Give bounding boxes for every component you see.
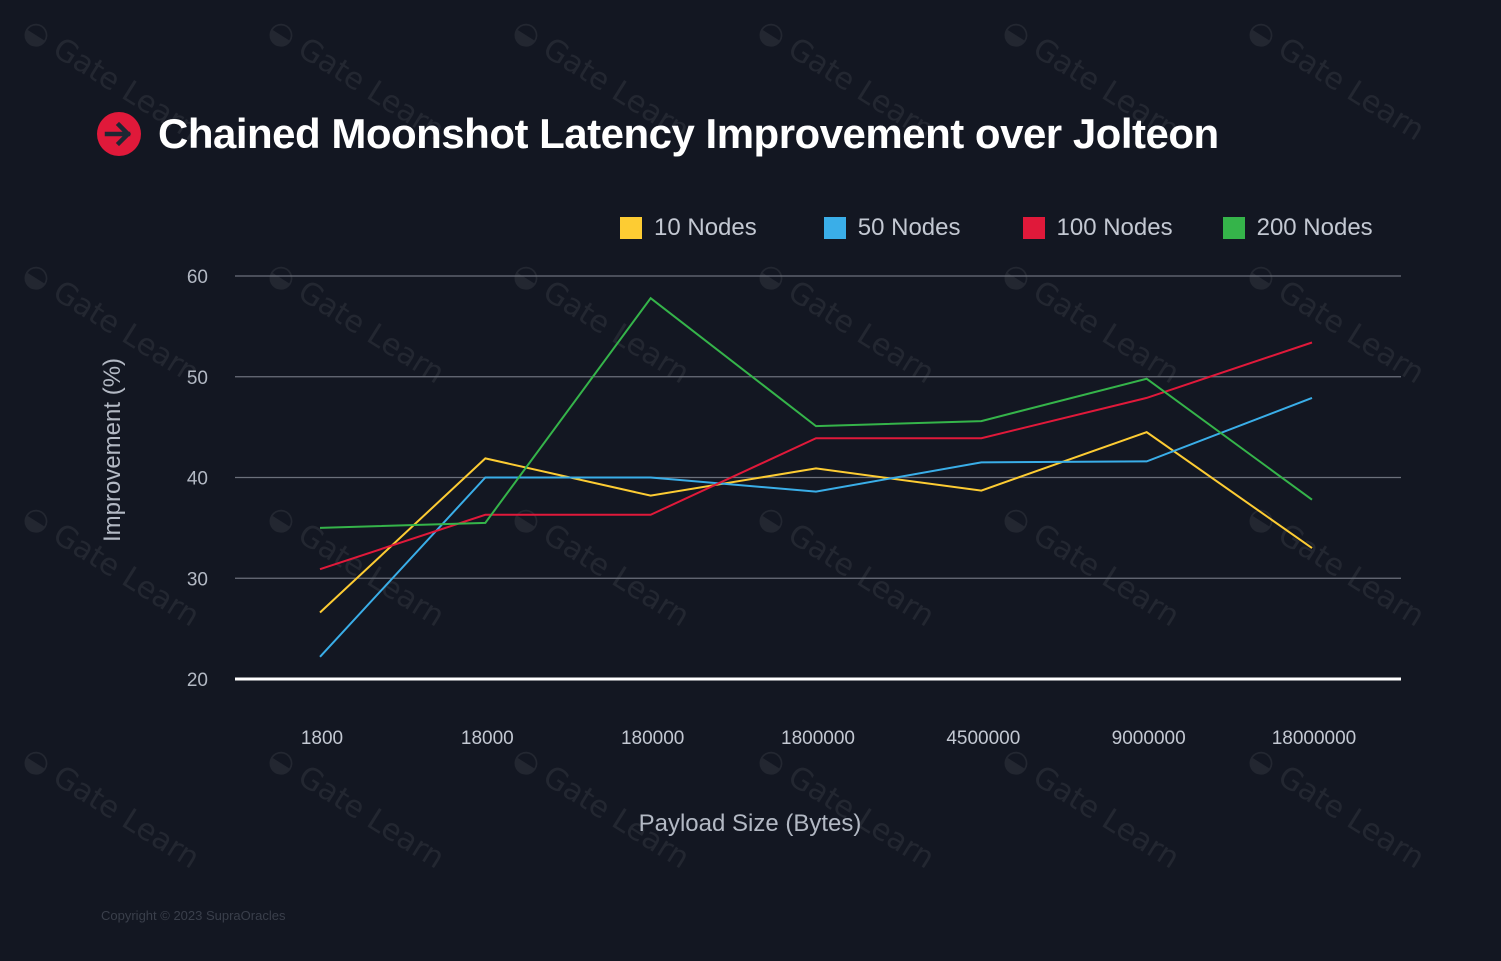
x-axis-label: Payload Size (Bytes) (639, 810, 862, 837)
y-tick-label: 40 (187, 469, 208, 490)
legend-item: 200 Nodes (1222, 214, 1373, 242)
x-tick-label: 1800 (301, 728, 343, 749)
legend-swatch (1222, 217, 1245, 239)
series-line-100-nodes (319, 341, 1313, 571)
legend-swatch (620, 217, 642, 239)
y-tick-label: 20 (187, 670, 208, 691)
arrow-right-circle-icon (97, 112, 141, 156)
x-tick-label: 18000 (461, 728, 514, 749)
chart-header: Chained Moonshot Latency Improvement ove… (97, 110, 1219, 158)
legend-swatch (1022, 217, 1045, 239)
x-tick-label: 9000000 (1112, 728, 1186, 749)
legend-label: 10 Nodes (654, 214, 757, 241)
y-tick-label: 30 (187, 569, 208, 590)
legend-item: 10 Nodes (620, 214, 757, 242)
x-tick-label: 4500000 (946, 728, 1020, 749)
series-line-200-nodes (319, 296, 1313, 529)
x-tick-label: 180000 (621, 728, 684, 749)
y-tick-label: 60 (187, 267, 208, 288)
legend-item: 50 Nodes (823, 214, 961, 242)
series-lines (319, 296, 1313, 658)
legend-swatch (823, 217, 846, 239)
x-tick-label: 1800000 (781, 728, 855, 749)
legend-item: 100 Nodes (1022, 214, 1173, 242)
legend-label: 200 Nodes (1256, 214, 1373, 241)
grid-lines (235, 275, 1401, 681)
chart-title: Chained Moonshot Latency Improvement ove… (158, 110, 1219, 157)
series-line-50-nodes (319, 396, 1313, 658)
x-tick-labels: 1800 18000 180000 1800000 4500000 9000000 1800… (301, 728, 1356, 749)
y-tick-label: 50 (187, 368, 208, 389)
legend-label: 50 Nodes (857, 214, 961, 241)
copyright-text: Copyright © 2023 SupraOracles (101, 908, 286, 923)
y-axis-label: Improvement (%) (99, 358, 126, 542)
chart-legend: 10 Nodes 50 Nodes 100 Nodes 200 Nodes (620, 214, 1373, 242)
y-tick-labels: 20 30 40 50 60 (187, 267, 208, 691)
x-tick-label: 18000000 (1272, 728, 1357, 749)
series-line-10-nodes (319, 431, 1313, 614)
legend-label: 100 Nodes (1056, 214, 1173, 241)
